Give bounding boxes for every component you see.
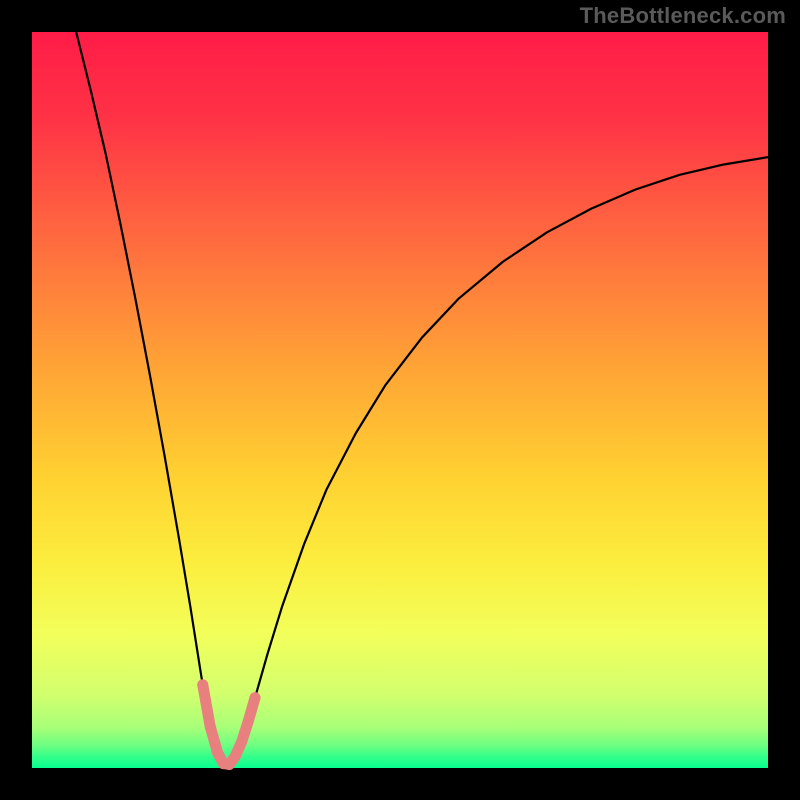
trough-dot <box>205 721 216 732</box>
trough-dot <box>197 679 208 690</box>
trough-dot <box>236 736 247 747</box>
watermark-label: TheBottleneck.com <box>580 3 786 29</box>
bottleneck-chart <box>0 0 800 800</box>
plot-background <box>32 32 768 768</box>
trough-dot <box>230 751 241 762</box>
trough-dot <box>250 692 261 703</box>
trough-dot <box>212 747 223 758</box>
trough-dot <box>243 715 254 726</box>
chart-container: TheBottleneck.com <box>0 0 800 800</box>
